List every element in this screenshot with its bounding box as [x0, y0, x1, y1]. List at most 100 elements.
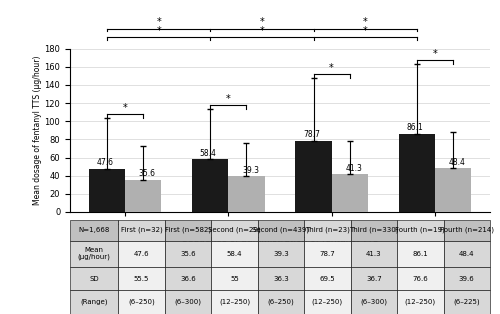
Text: *: * [329, 63, 334, 73]
Bar [165, 241, 211, 267]
Bar [258, 290, 304, 314]
Bar [435, 168, 471, 212]
Text: First (n=582): First (n=582) [165, 227, 211, 233]
Text: 58.4: 58.4 [200, 149, 216, 158]
Bar [228, 176, 264, 212]
Bar [118, 220, 165, 241]
Bar [397, 220, 444, 241]
Bar [70, 267, 118, 290]
X-axis label: Sequence of administration of fentanyl TTS: Sequence of administration of fentanyl T… [182, 235, 378, 244]
Text: *: * [156, 17, 161, 27]
Y-axis label: Mean dosage of fentanyl TTS (μg/hour): Mean dosage of fentanyl TTS (μg/hour) [32, 56, 42, 205]
Text: (12–250): (12–250) [404, 299, 436, 306]
Text: (12–250): (12–250) [312, 299, 343, 306]
Bar [350, 290, 397, 314]
Bar [296, 141, 332, 212]
Text: First (n=32): First (n=32) [120, 227, 162, 233]
Text: Fourth (n=19): Fourth (n=19) [396, 227, 445, 233]
Text: (6–250): (6–250) [128, 299, 155, 306]
Text: *: * [260, 17, 264, 27]
Text: *: * [123, 103, 128, 113]
Text: *: * [432, 49, 437, 59]
Bar [70, 290, 118, 314]
Text: *: * [260, 25, 264, 35]
Text: (6–250): (6–250) [268, 299, 294, 306]
Text: Fourth (n=214): Fourth (n=214) [440, 227, 494, 233]
Text: 86.1: 86.1 [412, 251, 428, 257]
Text: 47.6: 47.6 [134, 251, 150, 257]
Text: 39.3: 39.3 [273, 251, 289, 257]
Bar [397, 290, 444, 314]
Bar [258, 220, 304, 241]
Bar [211, 290, 258, 314]
Text: (6–225): (6–225) [454, 299, 480, 306]
Text: Second (n=29): Second (n=29) [208, 227, 261, 233]
Text: (6–300): (6–300) [174, 299, 202, 306]
Text: Mean
(μg/hour): Mean (μg/hour) [78, 247, 110, 260]
Text: 35.6: 35.6 [139, 169, 156, 178]
Text: 58.4: 58.4 [226, 251, 242, 257]
Text: *: * [363, 25, 368, 35]
Text: 36.3: 36.3 [273, 276, 289, 282]
Bar [125, 180, 162, 212]
Bar [397, 241, 444, 267]
Bar [118, 290, 165, 314]
Text: 78.7: 78.7 [303, 130, 320, 139]
Bar [304, 267, 350, 290]
Text: 55: 55 [230, 276, 239, 282]
Bar [211, 220, 258, 241]
Text: SD: SD [90, 276, 99, 282]
Bar [258, 241, 304, 267]
Text: 35.6: 35.6 [180, 251, 196, 257]
Bar [165, 290, 211, 314]
Bar [444, 241, 490, 267]
Text: 47.6: 47.6 [96, 158, 114, 167]
Bar [304, 241, 350, 267]
Text: (Range): (Range) [80, 299, 108, 306]
Bar [444, 220, 490, 241]
Bar [444, 290, 490, 314]
Bar [350, 220, 397, 241]
Text: (12–250): (12–250) [219, 299, 250, 306]
Bar [70, 220, 118, 241]
Bar [332, 175, 368, 212]
Bar [211, 241, 258, 267]
Bar [165, 267, 211, 290]
Text: 39.3: 39.3 [242, 166, 259, 175]
Text: *: * [226, 94, 231, 104]
Text: 86.1: 86.1 [406, 123, 423, 133]
Text: N=1,668: N=1,668 [78, 227, 110, 233]
Text: 39.6: 39.6 [459, 276, 474, 282]
Text: *: * [363, 17, 368, 27]
Bar [192, 159, 228, 212]
Text: 36.6: 36.6 [180, 276, 196, 282]
Bar [118, 241, 165, 267]
Bar [444, 267, 490, 290]
Text: 78.7: 78.7 [320, 251, 336, 257]
Bar [304, 290, 350, 314]
Text: 69.5: 69.5 [320, 276, 335, 282]
Bar [89, 169, 125, 212]
Text: 36.7: 36.7 [366, 276, 382, 282]
Text: *: * [156, 25, 161, 35]
Text: Third (n=330): Third (n=330) [349, 227, 399, 233]
Bar [165, 220, 211, 241]
Text: 41.3: 41.3 [346, 164, 362, 173]
Bar [304, 220, 350, 241]
Bar [397, 267, 444, 290]
Bar [70, 241, 118, 267]
Text: Second (n=439): Second (n=439) [252, 227, 310, 233]
Bar [398, 134, 435, 212]
Bar [350, 267, 397, 290]
Text: 41.3: 41.3 [366, 251, 382, 257]
Bar [211, 267, 258, 290]
Text: (6–300): (6–300) [360, 299, 388, 306]
Bar [258, 267, 304, 290]
Bar [118, 267, 165, 290]
Bar [350, 241, 397, 267]
Text: 48.4: 48.4 [448, 158, 466, 167]
Text: 48.4: 48.4 [459, 251, 474, 257]
Text: 76.6: 76.6 [412, 276, 428, 282]
Text: Third (n=23): Third (n=23) [305, 227, 350, 233]
Text: 55.5: 55.5 [134, 276, 149, 282]
